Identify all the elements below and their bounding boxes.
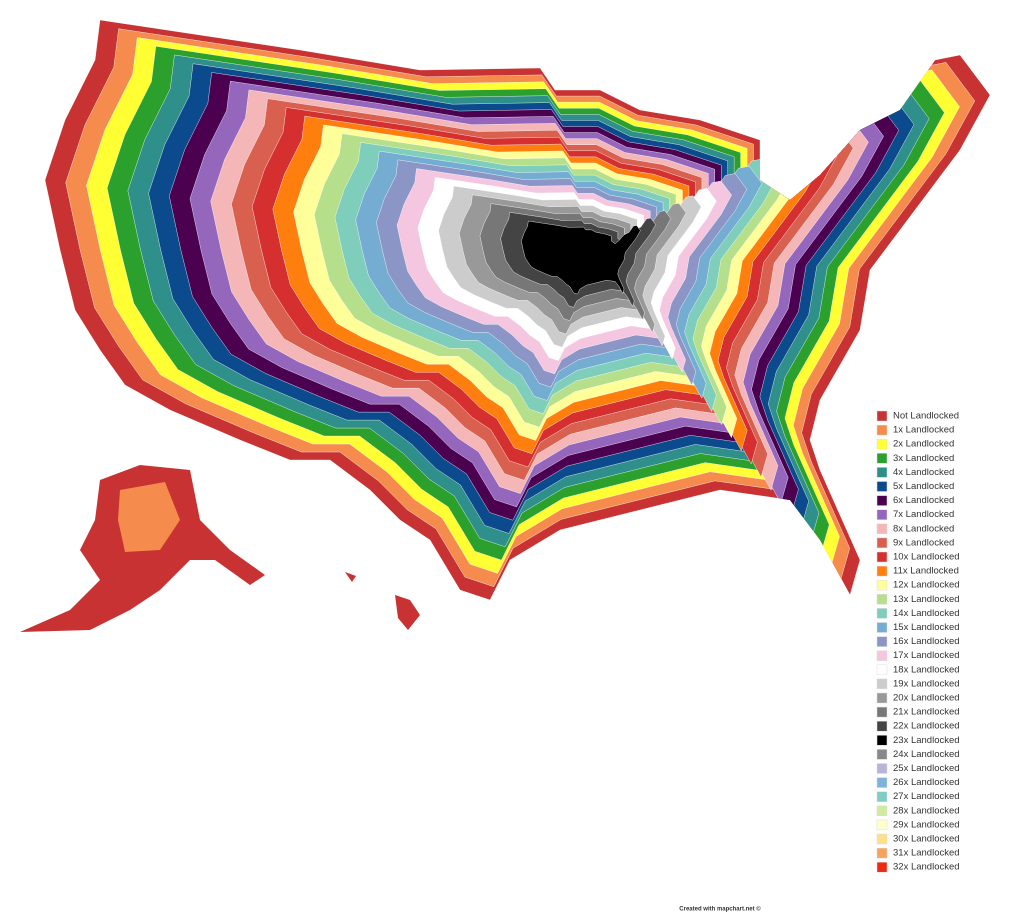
legend-swatch	[876, 791, 888, 802]
legend: Not Landlocked 1x Landlocked 2x Landlocked…	[876, 410, 960, 873]
legend-label: 6x Landlocked	[893, 495, 954, 506]
legend-swatch	[876, 763, 888, 774]
legend-swatch	[876, 664, 888, 676]
legend-swatch	[876, 608, 888, 619]
legend-label: 23x Landlocked	[893, 735, 960, 746]
legend-swatch	[876, 847, 888, 859]
legend-label: 32x Landlocked	[893, 862, 960, 873]
legend-swatch	[876, 650, 888, 661]
hawaii	[395, 595, 420, 630]
legend-label: 30x Landlocked	[893, 834, 960, 845]
legend-label: 16x Landlocked	[893, 636, 960, 647]
legend-swatch	[876, 735, 888, 746]
legend-swatch	[876, 636, 888, 647]
credit: Created with mapchart.net ©	[679, 906, 761, 913]
legend-label: 8x Landlocked	[893, 523, 954, 534]
legend-label: 20x Landlocked	[893, 693, 960, 704]
legend-label: 22x Landlocked	[893, 721, 960, 732]
legend-label: 19x Landlocked	[893, 678, 960, 689]
legend-swatch	[876, 706, 888, 718]
legend-label: 4x Landlocked	[893, 467, 954, 478]
legend-label: 15x Landlocked	[893, 622, 960, 633]
legend-swatch	[876, 749, 888, 760]
legend-swatch	[876, 410, 888, 422]
legend-label: 29x Landlocked	[893, 819, 960, 830]
legend-label: 17x Landlocked	[893, 650, 960, 661]
legend-swatch	[876, 692, 888, 704]
legend-label: 21x Landlocked	[893, 707, 960, 718]
legend-label: 1x Landlocked	[893, 425, 954, 436]
legend-swatch	[876, 481, 888, 492]
landlock-band	[521, 220, 641, 295]
legend-label: 24x Landlocked	[893, 749, 960, 760]
legend-swatch	[876, 551, 888, 563]
legend-swatch	[876, 819, 888, 831]
legend-label: 25x Landlocked	[893, 763, 960, 774]
legend-label: 14x Landlocked	[893, 608, 960, 619]
legend-swatch	[876, 537, 888, 549]
legend-swatch	[876, 523, 888, 535]
legend-label: 27x Landlocked	[893, 791, 960, 802]
hawaii-island	[345, 572, 356, 582]
legend-swatch	[876, 720, 888, 732]
legend-label: 3x Landlocked	[893, 453, 954, 464]
legend-label: 5x Landlocked	[893, 481, 954, 492]
legend-swatch	[876, 438, 888, 450]
legend-label: 26x Landlocked	[893, 777, 960, 788]
legend-label: 28x Landlocked	[893, 805, 960, 816]
legend-label: 11x Landlocked	[893, 566, 959, 577]
legend-swatch	[876, 777, 888, 788]
legend-label: 7x Landlocked	[893, 509, 954, 520]
alaska-inland	[118, 482, 180, 552]
legend-swatch	[876, 678, 888, 690]
legend-swatch	[876, 833, 888, 845]
legend-swatch	[876, 594, 888, 605]
legend-swatch	[876, 579, 888, 591]
legend-label: 18x Landlocked	[893, 664, 960, 675]
contiguous-us	[45, 20, 990, 600]
legend-swatch	[876, 495, 888, 506]
legend-label: 10x Landlocked	[893, 552, 960, 563]
legend-label: 13x Landlocked	[893, 594, 960, 605]
legend-label: 12x Landlocked	[893, 580, 960, 591]
legend-swatch	[876, 565, 888, 577]
legend-swatch	[876, 509, 888, 520]
legend-label: 9x Landlocked	[893, 537, 954, 548]
legend-swatch	[876, 424, 888, 436]
legend-label: 31x Landlocked	[893, 848, 960, 859]
legend-label: Not Landlocked	[893, 411, 959, 422]
legend-swatch	[876, 861, 888, 873]
legend-swatch	[876, 453, 888, 464]
legend-swatch	[876, 467, 888, 478]
legend-swatch	[876, 622, 888, 633]
legend-label: 2x Landlocked	[893, 439, 954, 450]
legend-swatch	[876, 805, 888, 817]
